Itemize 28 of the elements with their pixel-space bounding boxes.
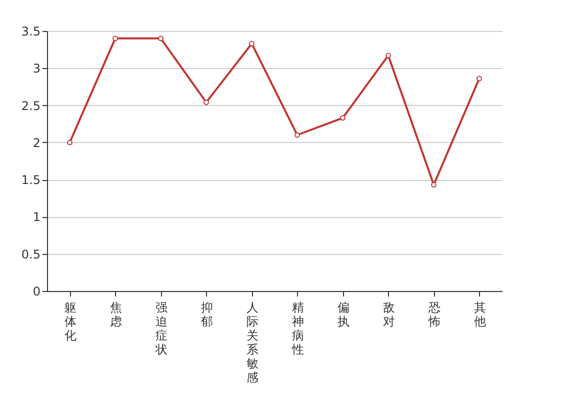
point <box>476 76 482 82</box>
y-tick-label: 0 <box>32 284 40 298</box>
x-tick-label: 其他 <box>474 300 486 328</box>
x-tick-label: 抑郁 <box>200 300 213 328</box>
y-tick-label: 2.5 <box>21 98 40 113</box>
point <box>340 115 346 121</box>
point <box>294 132 300 138</box>
point <box>158 36 164 42</box>
y-tick-label: 3.5 <box>21 24 40 38</box>
x-tick-label: 躯体化 <box>64 300 76 342</box>
x-tick-label: 敌对 <box>382 300 395 328</box>
point <box>249 40 254 46</box>
point <box>386 52 391 58</box>
point <box>431 182 436 188</box>
y-tick-label: 0.5 <box>21 247 40 262</box>
x-tick-label: 人际关系敏感 <box>246 300 258 384</box>
y-tick-label: 1 <box>32 210 40 224</box>
point <box>204 100 209 106</box>
x-tick-label: 精神病性 <box>290 300 304 356</box>
y-tick-label: 3 <box>32 62 40 76</box>
y-tick-label: 2 <box>32 136 40 150</box>
x-tick-label: 焦虑 <box>110 300 122 328</box>
x-tick-label: 恐怖 <box>427 300 440 328</box>
y-tick-label: 1.5 <box>21 173 40 188</box>
x-tick-label: 强迫症状 <box>154 300 168 356</box>
x-tick-label: 偏执 <box>337 300 350 328</box>
point <box>67 140 72 146</box>
point <box>112 36 118 42</box>
